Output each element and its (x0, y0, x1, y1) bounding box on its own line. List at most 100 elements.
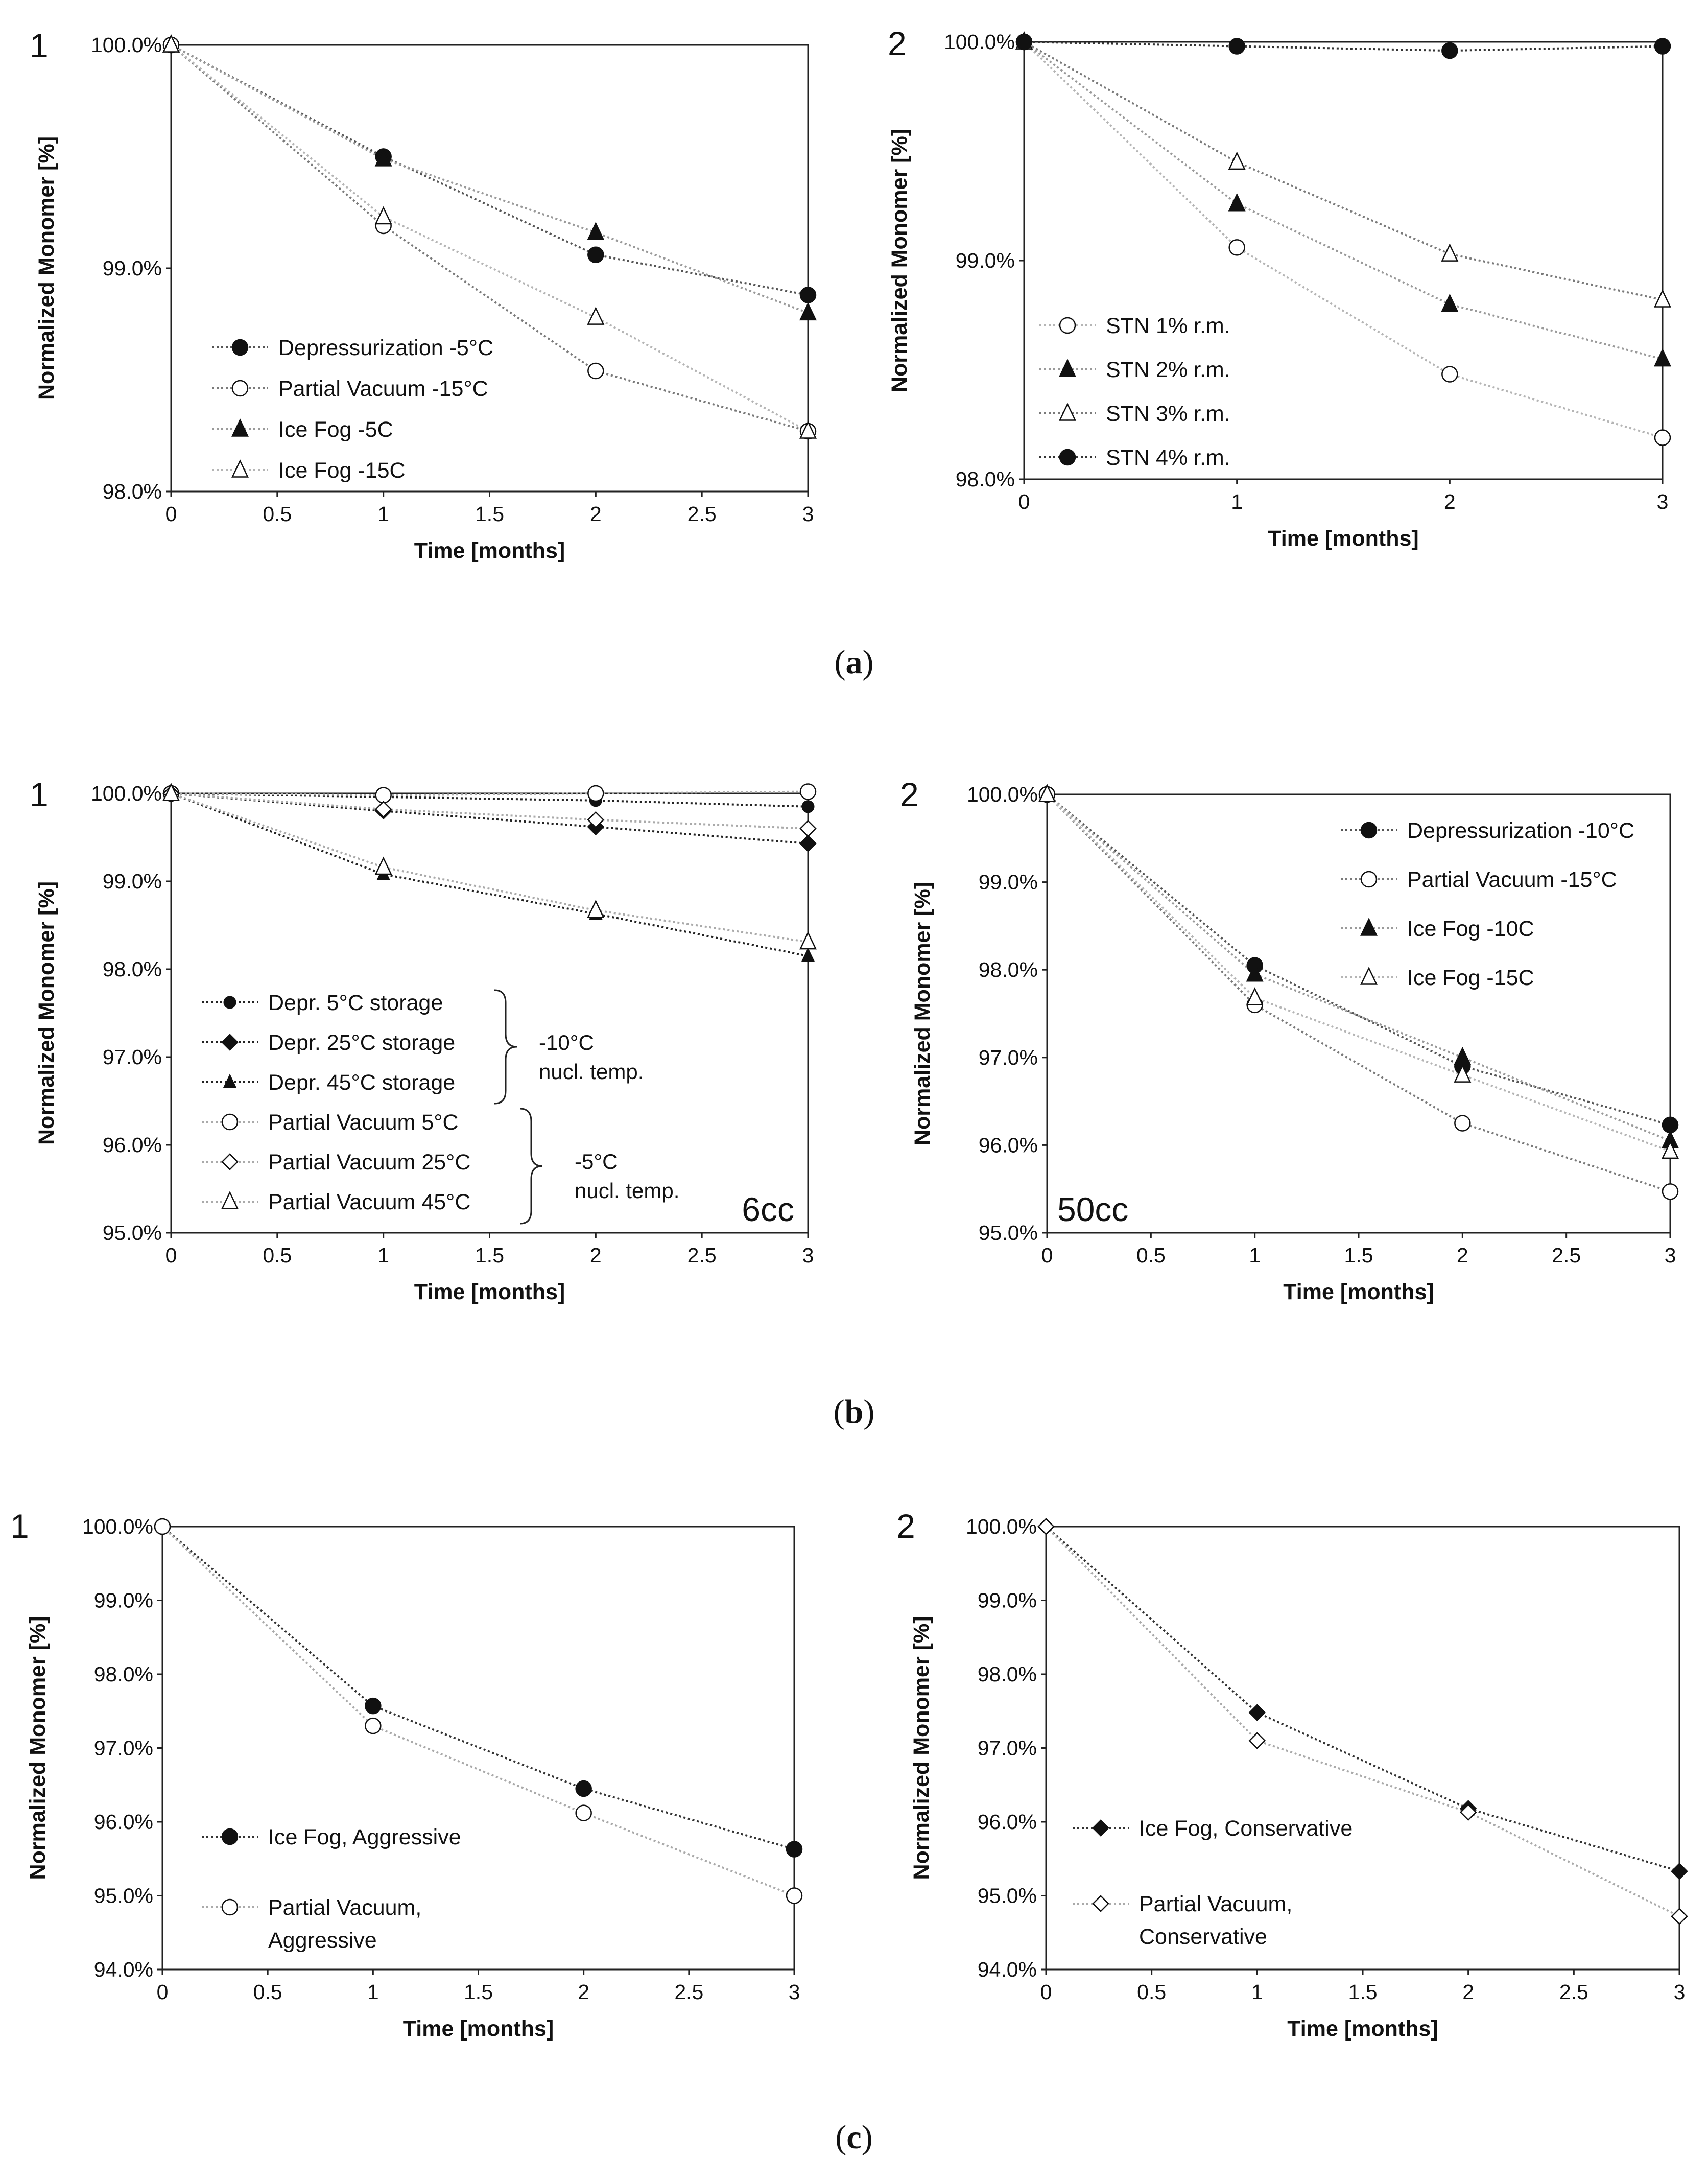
y-tick-label: 100.0% (944, 30, 1015, 54)
data-point (1246, 963, 1264, 982)
y-tick-label: 94.0% (978, 1958, 1037, 1981)
data-point (1228, 151, 1246, 170)
legend-label: STN 1% r.m. (1106, 314, 1230, 338)
x-tick-label: 3 (1674, 1980, 1686, 2004)
data-point (1671, 1863, 1688, 1880)
data-point (1228, 239, 1245, 256)
panel-number: 1 (30, 27, 49, 64)
legend-label: Partial Vacuum, (268, 1895, 421, 1920)
data-point (1654, 289, 1671, 308)
chart-a1: 98.0% 99.0% 100.0% 0 0.5 1 1.5 2 2.5 3 Time [month… (30, 27, 817, 563)
data-point (786, 1887, 803, 1904)
data-point (374, 856, 392, 875)
data-point (1228, 193, 1246, 212)
x-tick-label: 0.5 (253, 1980, 282, 2004)
y-tick-label: 100.0% (967, 783, 1038, 806)
x-tick-label: 2 (1462, 1980, 1474, 2004)
series-line-1 (1045, 1526, 1680, 1872)
charts-layer: 98.0% 99.0% 100.0% 0 0.5 1 1.5 2 2.5 3 Time [month… (10, 25, 1688, 2041)
data-point (1248, 1732, 1266, 1749)
series-line-1 (171, 792, 809, 808)
legend-marker (1360, 822, 1378, 839)
y-tick-label: 97.0% (103, 1045, 162, 1069)
data-point (1228, 38, 1245, 55)
legend-label: Ice Fog, Conservative (1139, 1816, 1353, 1841)
data-point (1662, 1140, 1679, 1159)
x-tick-label: 0 (1040, 1980, 1052, 2004)
y-tick-label: 100.0% (91, 33, 162, 57)
x-tick-label: 2 (578, 1980, 589, 2004)
y-tick-label: 98.0% (978, 1662, 1037, 1686)
series-line-2 (171, 792, 809, 845)
series-line-2 (161, 1526, 795, 1897)
data-point (801, 800, 815, 813)
plot-frame (1046, 793, 1671, 1234)
legend-marker (1092, 1895, 1109, 1912)
data-point (1246, 987, 1264, 1005)
data-point (799, 820, 817, 837)
x-tick-label: 2 (1457, 1244, 1468, 1267)
legend-marker (221, 1898, 239, 1916)
x-tick-label: 2.5 (1552, 1244, 1581, 1267)
y-axis-label: Normalized Monomer [%] (909, 1616, 934, 1880)
data-point (1454, 1115, 1471, 1132)
data-point (587, 811, 605, 829)
data-point (1015, 33, 1033, 51)
x-tick-label: 2.5 (687, 502, 717, 526)
series-line-5 (171, 792, 809, 830)
legend-marker (221, 1153, 239, 1170)
volume-label: 6cc (742, 1190, 794, 1228)
data-point (1654, 38, 1671, 55)
data-point (587, 785, 604, 802)
y-axis-label: Normalized Monomer [%] (34, 881, 59, 1145)
y-tick-label: 99.0% (103, 870, 162, 893)
x-tick-label: 3 (802, 502, 814, 526)
series-line-6 (171, 792, 809, 943)
legend-marker (221, 1191, 239, 1209)
legend-marker (221, 1034, 239, 1051)
data-point (799, 931, 817, 950)
legend-marker (223, 996, 236, 1009)
y-tick-label: 100.0% (91, 782, 162, 805)
y-tick-label: 98.0% (956, 467, 1015, 491)
x-axis-label: Time [months] (403, 2017, 554, 2041)
y-tick-label: 96.0% (94, 1810, 153, 1834)
x-tick-label: 2.5 (687, 1244, 717, 1267)
series-line-4 (170, 44, 809, 432)
y-axis-label: Normalized Monomer [%] (34, 136, 59, 400)
series-line-2 (1023, 41, 1663, 360)
x-axis-label: Time [months] (414, 538, 565, 563)
legend-label: Aggressive (268, 1928, 377, 1953)
x-tick-label: 2 (590, 1244, 602, 1267)
legend-label: STN 4% r.m. (1106, 446, 1230, 470)
y-tick-label: 97.0% (979, 1046, 1038, 1069)
data-point (575, 1804, 592, 1821)
y-tick-label: 98.0% (103, 480, 162, 503)
x-tick-label: 1 (377, 1244, 389, 1267)
y-tick-label: 95.0% (978, 1884, 1037, 1908)
x-tick-label: 1.5 (1344, 1244, 1373, 1267)
panel-number: 2 (900, 776, 919, 813)
legend-label: Partial Vacuum -15°C (278, 377, 488, 401)
legend-marker (1059, 403, 1076, 421)
legend-label: Partial Vacuum, (1139, 1892, 1292, 1916)
data-point (1441, 293, 1459, 312)
data-point (587, 222, 605, 240)
legend-marker (231, 459, 249, 478)
panel-number: 1 (10, 1507, 29, 1545)
data-point (365, 1717, 382, 1734)
x-axis-label: Time [months] (1283, 1280, 1434, 1304)
series-line-3 (1024, 41, 1663, 301)
x-tick-label: 3 (1657, 490, 1669, 513)
x-axis-label: Time [months] (1287, 2017, 1438, 2041)
chart-c1: 94.0% 95.0% 96.0% 97.0% 98.0% 99.0% 100.0% 0 0.5… (10, 1507, 803, 2041)
legend-marker (223, 1073, 237, 1088)
legend-label: Ice Fog -5C (278, 417, 393, 442)
y-axis-label: Normalized Monomer [%] (26, 1616, 50, 1880)
x-tick-label: 1 (367, 1980, 379, 2004)
x-tick-label: 3 (802, 1244, 814, 1267)
nucleation-annotation: nucl. temp. (575, 1179, 679, 1203)
legend-label: Depr. 45°C storage (268, 1070, 455, 1095)
panel-number: 2 (888, 25, 907, 62)
y-axis-label: Normalized Monomer [%] (910, 882, 935, 1145)
